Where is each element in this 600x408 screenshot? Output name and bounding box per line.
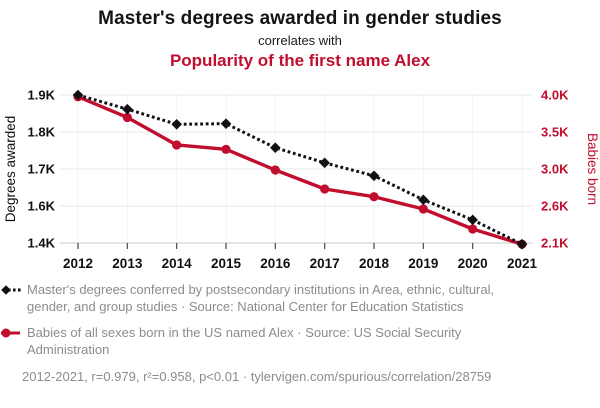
- y-axis-right-tick-label: 3.0K: [541, 162, 569, 177]
- x-axis-tick-label: 2016: [260, 256, 291, 271]
- y-axis-left-tick-label: 1.8K: [28, 125, 56, 140]
- stats-footnote: 2012-2021, r=0.979, r²=0.958, p<0.01 · t…: [22, 369, 492, 384]
- y-axis-left-tick-label: 1.9K: [28, 88, 56, 103]
- y-axis-right-tick-label: 2.6K: [541, 199, 569, 214]
- x-axis-tick-label: 2018: [359, 256, 390, 271]
- chart-title-primary: Master's degrees awarded in gender studi…: [98, 8, 502, 29]
- x-axis-tick-label: 2014: [162, 256, 193, 271]
- x-axis-tick-label: 2017: [310, 256, 340, 271]
- x-axis-tick-label: 2019: [408, 256, 438, 271]
- dotted-line-diamond-legend-marker-icon: [1, 285, 21, 295]
- solid-line-circle-legend-marker-icon: [1, 328, 20, 338]
- x-axis-tick-label: 2015: [211, 256, 242, 271]
- data-point-circle: [369, 192, 379, 202]
- legend-item-masters-degrees: Master's degrees conferred by postsecond…: [1, 281, 600, 315]
- y-axis-left-title: Degrees awarded: [3, 116, 18, 223]
- chart-title-connector: correlates with: [258, 33, 342, 48]
- data-point-circle: [122, 112, 132, 123]
- data-point-circle: [418, 204, 428, 214]
- data-point-diamond: [516, 238, 528, 250]
- legend-label-masters-degrees: Master's degrees conferred by postsecond…: [27, 282, 495, 314]
- y-axis-right-title: Babies born: [585, 133, 600, 205]
- chart-title-secondary: Popularity of the first name Alex: [169, 51, 431, 70]
- data-point-diamond: [270, 142, 281, 154]
- y-axis-left-tick-label: 1.4K: [28, 236, 56, 251]
- data-point-circle: [172, 140, 182, 150]
- legend-item-babies-alex: Babies of all sexes born in the US named…: [1, 324, 600, 358]
- series-line-diamond: [77, 93, 523, 246]
- chart-header: Master's degrees awarded in gender studi…: [0, 0, 600, 74]
- legend-label-babies-alex: Babies of all sexes born in the US named…: [27, 325, 462, 357]
- data-point-diamond: [72, 89, 84, 101]
- data-point-circle: [320, 184, 330, 194]
- data-point-diamond: [171, 118, 182, 130]
- data-point-diamond: [122, 103, 133, 115]
- data-point-diamond: [319, 157, 330, 169]
- data-point-circle: [221, 144, 231, 154]
- y-axis-right-tick-label: 4.0K: [541, 88, 569, 103]
- x-axis-tick-label: 2021: [507, 256, 538, 271]
- legend: Master's degrees conferred by postsecond…: [1, 281, 600, 385]
- y-axis-right-tick-label: 2.1K: [541, 236, 569, 251]
- data-point-diamond: [418, 194, 429, 206]
- data-point-diamond: [467, 214, 478, 226]
- y-axis-left-tick-label: 1.6K: [28, 199, 56, 214]
- y-axis-right-tick-label: 3.5K: [541, 125, 569, 140]
- y-axis-left-tick-label: 1.7K: [28, 162, 56, 177]
- x-axis-tick-label: 2013: [112, 256, 143, 271]
- data-point-circle: [270, 165, 280, 175]
- data-point-diamond: [368, 170, 380, 182]
- data-point-circle: [468, 224, 478, 234]
- x-axis-tick-label: 2020: [458, 256, 488, 271]
- chart-card: Master's degrees awarded in gender studi…: [0, 0, 600, 385]
- x-axis-tick-label: 2012: [63, 256, 93, 271]
- correlation-line-chart: 1.9K 4.0K 1.8K 3.5K 1.7K 3.0K 1.6K 2.6K 1.4K 2.1K…: [3, 88, 600, 272]
- data-point-diamond: [220, 118, 232, 129]
- series-line-circle: [77, 95, 523, 246]
